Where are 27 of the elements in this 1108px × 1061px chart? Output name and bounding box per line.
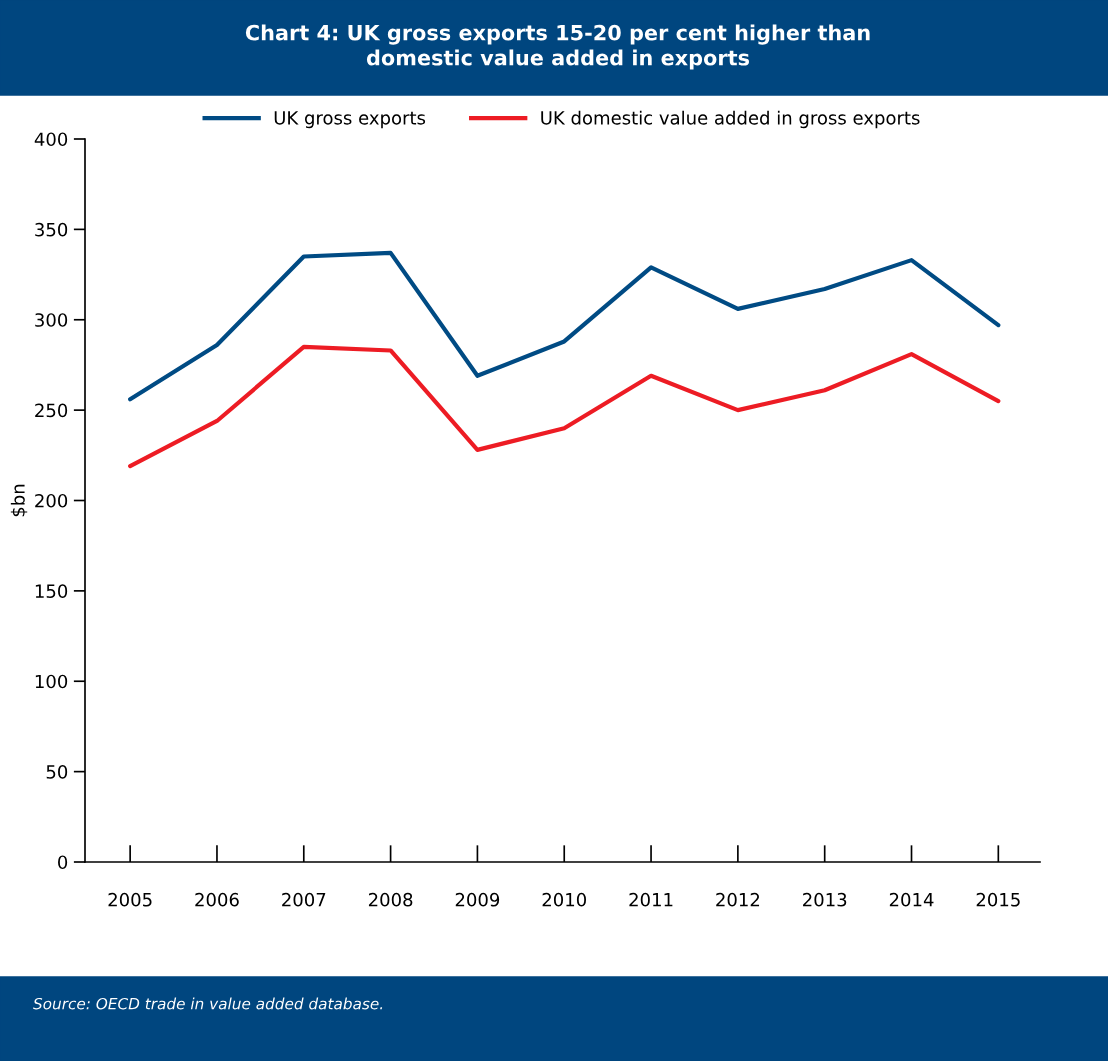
line-series: [128, 344, 1001, 469]
x-tick-label: 2009: [455, 892, 500, 907]
y-tick-label: 0: [58, 855, 68, 870]
line-series: [128, 250, 1001, 402]
y-tick-label: 150: [35, 584, 68, 598]
x-tick-label: 2006: [195, 892, 239, 907]
y-axis-title: $bn: [10, 484, 28, 517]
y-tick-label: 300: [35, 313, 68, 327]
x-tick-label: 2014: [889, 892, 934, 907]
y-tick-label: 250: [35, 403, 68, 418]
source-note: Source: OECD trade in value added database.: [33, 997, 383, 1010]
y-tick-label: 100: [35, 674, 68, 689]
x-tick-label: 2012: [716, 892, 760, 907]
chart-title: Chart 4: UK gross exports 15-20 per cent higher than domestic value added in exports: [245, 24, 870, 70]
legend-label: UK gross exports: [274, 111, 426, 129]
y-tick-label: 50: [46, 765, 68, 779]
x-tick-label: 2010: [542, 892, 587, 907]
x-tick-label: 2008: [368, 892, 413, 907]
legend-label: UK domestic value added in gross exports: [541, 110, 920, 129]
x-tick-label: 2007: [282, 892, 326, 907]
x-tick-label: 2015: [976, 892, 1020, 907]
y-tick-label: 400: [34, 132, 68, 147]
x-tick-label: 2005: [108, 892, 152, 907]
x-tick-label: 2011: [629, 892, 673, 907]
y-tick-label: 350: [35, 222, 68, 237]
x-tick-label: 2013: [803, 892, 847, 907]
y-tick-label: 200: [35, 493, 68, 508]
